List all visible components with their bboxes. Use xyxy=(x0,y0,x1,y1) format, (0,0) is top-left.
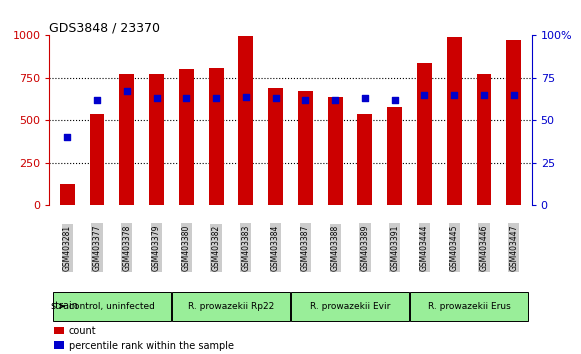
Bar xyxy=(268,88,283,205)
Point xyxy=(182,96,191,101)
Text: GSM403388: GSM403388 xyxy=(331,225,340,271)
Text: GSM403377: GSM403377 xyxy=(92,224,102,271)
Bar xyxy=(447,37,462,205)
Text: GSM403447: GSM403447 xyxy=(510,224,518,271)
Point xyxy=(211,96,221,101)
FancyBboxPatch shape xyxy=(410,292,528,321)
Point xyxy=(509,92,518,98)
Text: GSM403382: GSM403382 xyxy=(211,225,221,271)
Point xyxy=(420,92,429,98)
Text: GSM403281: GSM403281 xyxy=(63,225,71,271)
Point xyxy=(92,97,102,103)
Point xyxy=(360,96,370,101)
Point xyxy=(479,92,489,98)
Bar xyxy=(209,68,224,205)
Point xyxy=(241,94,250,99)
Bar xyxy=(119,74,134,205)
Bar xyxy=(417,63,432,205)
Bar xyxy=(328,97,343,205)
Text: control, uninfected: control, uninfected xyxy=(69,302,155,311)
Text: GSM403379: GSM403379 xyxy=(152,224,161,271)
Text: GSM403384: GSM403384 xyxy=(271,224,280,271)
Bar xyxy=(149,74,164,205)
Text: GSM403444: GSM403444 xyxy=(420,224,429,271)
Text: GSM403391: GSM403391 xyxy=(390,224,399,271)
Legend: count, percentile rank within the sample: count, percentile rank within the sample xyxy=(54,326,234,350)
Text: strain: strain xyxy=(50,301,78,311)
Text: GSM403378: GSM403378 xyxy=(122,224,131,271)
Bar xyxy=(476,74,492,205)
Point xyxy=(450,92,459,98)
Point xyxy=(331,97,340,103)
Point xyxy=(301,97,310,103)
Text: GSM403380: GSM403380 xyxy=(182,224,191,271)
Bar xyxy=(388,107,402,205)
Text: GSM403446: GSM403446 xyxy=(479,224,489,271)
Point xyxy=(122,88,131,94)
Bar xyxy=(89,114,105,205)
Point xyxy=(63,135,72,140)
Text: GSM403387: GSM403387 xyxy=(301,224,310,271)
Bar xyxy=(179,69,193,205)
Text: R. prowazekii Evir: R. prowazekii Evir xyxy=(310,302,390,311)
Text: GSM403445: GSM403445 xyxy=(450,224,459,271)
FancyBboxPatch shape xyxy=(53,292,171,321)
FancyBboxPatch shape xyxy=(172,292,290,321)
Text: R. prowazekii Rp22: R. prowazekii Rp22 xyxy=(188,302,274,311)
Bar xyxy=(298,91,313,205)
Text: GDS3848 / 23370: GDS3848 / 23370 xyxy=(49,21,160,34)
Point xyxy=(271,96,280,101)
Text: GSM403383: GSM403383 xyxy=(241,224,250,271)
Point xyxy=(152,96,161,101)
Point xyxy=(390,97,399,103)
Text: GSM403389: GSM403389 xyxy=(360,224,370,271)
Bar xyxy=(238,36,253,205)
Bar xyxy=(60,184,75,205)
Bar xyxy=(506,40,521,205)
Text: R. prowazekii Erus: R. prowazekii Erus xyxy=(428,302,511,311)
Bar xyxy=(357,114,372,205)
FancyBboxPatch shape xyxy=(291,292,409,321)
